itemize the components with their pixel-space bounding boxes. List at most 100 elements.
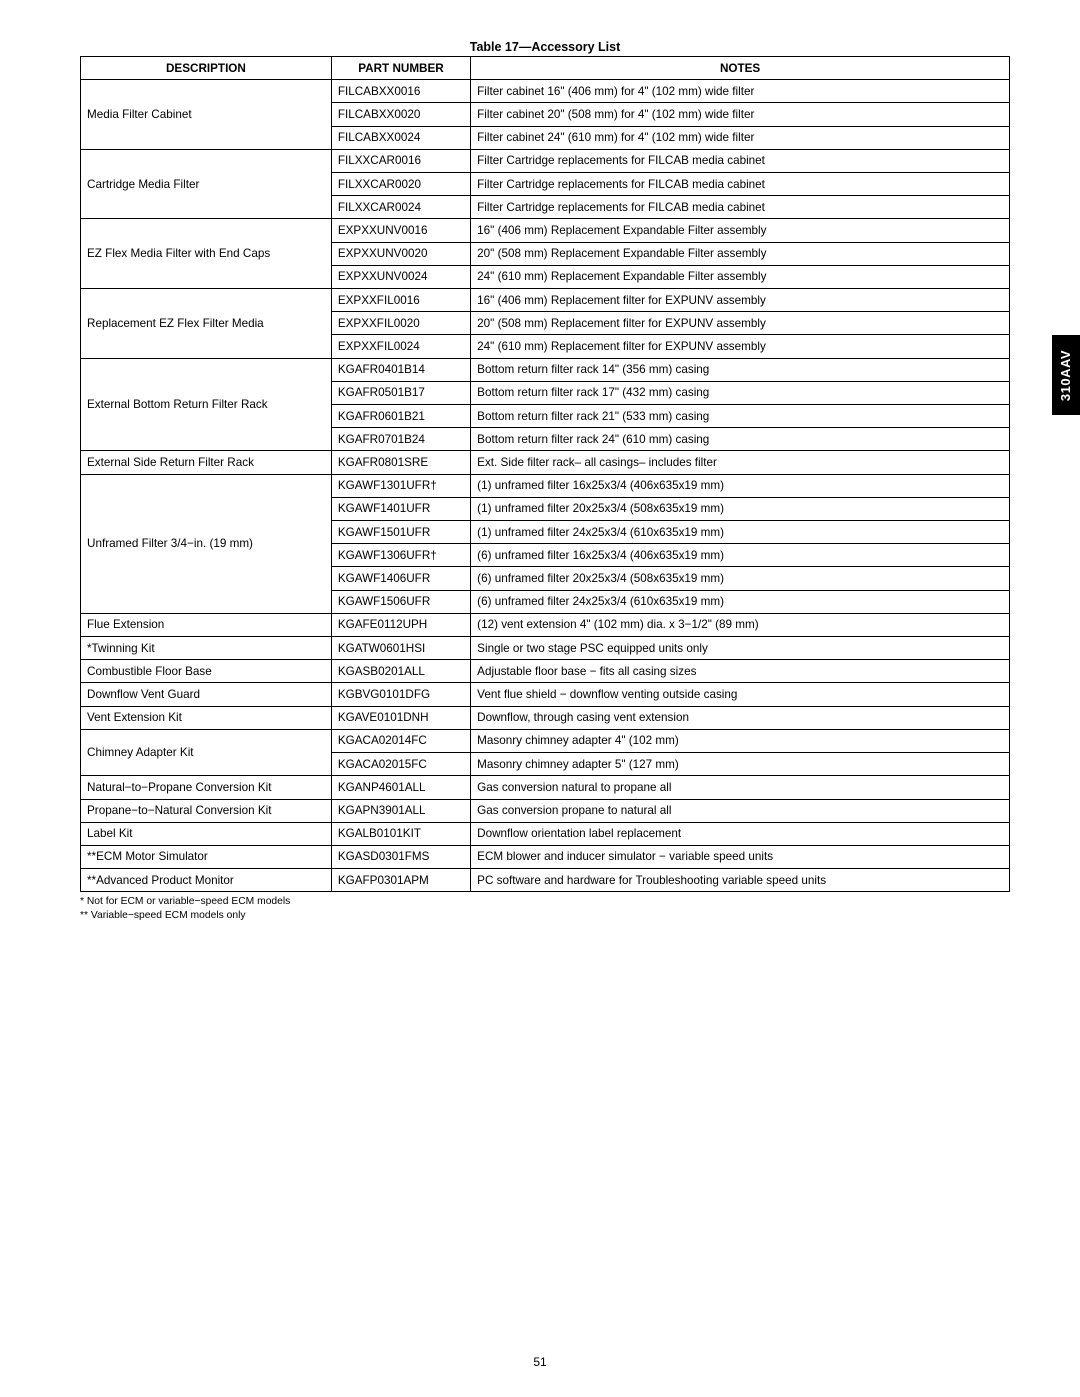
cell-note: Filter cabinet 20" (508 mm) for 4" (102 … [471, 103, 1010, 126]
table-row: Natural−to−Propane Conversion KitKGANP46… [81, 776, 1010, 799]
cell-note: (12) vent extension 4" (102 mm) dia. x 3… [471, 613, 1010, 636]
cell-note: Single or two stage PSC equipped units o… [471, 637, 1010, 660]
col-notes: NOTES [471, 57, 1010, 80]
cell-note: 20" (508 mm) Replacement filter for EXPU… [471, 312, 1010, 335]
cell-description: *Twinning Kit [81, 637, 332, 660]
table-caption: Table 17—Accessory List [80, 40, 1010, 54]
cell-note: Filter Cartridge replacements for FILCAB… [471, 149, 1010, 172]
table-row: Downflow Vent GuardKGBVG0101DFGVent flue… [81, 683, 1010, 706]
cell-note: Bottom return filter rack 14" (356 mm) c… [471, 358, 1010, 381]
cell-note: Downflow orientation label replacement [471, 822, 1010, 845]
cell-note: Bottom return filter rack 24" (610 mm) c… [471, 428, 1010, 451]
table-row: EZ Flex Media Filter with End CapsEXPXXU… [81, 219, 1010, 242]
table-row: Cartridge Media FilterFILXXCAR0016Filter… [81, 149, 1010, 172]
footnote-2: ** Variable−speed ECM models only [80, 909, 1010, 923]
cell-part-number: KGAFP0301APM [331, 869, 470, 892]
cell-part-number: KGAPN3901ALL [331, 799, 470, 822]
cell-note: 24" (610 mm) Replacement filter for EXPU… [471, 335, 1010, 358]
cell-note: Filter Cartridge replacements for FILCAB… [471, 196, 1010, 219]
cell-note: Downflow, through casing vent extension [471, 706, 1010, 729]
cell-description: Vent Extension Kit [81, 706, 332, 729]
cell-note: ECM blower and inducer simulator − varia… [471, 845, 1010, 868]
cell-description: Chimney Adapter Kit [81, 729, 332, 775]
cell-part-number: EXPXXFIL0016 [331, 289, 470, 312]
cell-description: Media Filter Cabinet [81, 80, 332, 150]
cell-part-number: KGAFR0701B24 [331, 428, 470, 451]
cell-part-number: KGASD0301FMS [331, 845, 470, 868]
table-row: Media Filter CabinetFILCABXX0016Filter c… [81, 80, 1010, 103]
cell-note: Masonry chimney adapter 4" (102 mm) [471, 729, 1010, 752]
cell-note: Ext. Side filter rack– all casings– incl… [471, 451, 1010, 474]
footnotes: * Not for ECM or variable−speed ECM mode… [80, 895, 1010, 923]
cell-part-number: KGAFR0801SRE [331, 451, 470, 474]
page-number: 51 [0, 1355, 1080, 1369]
cell-part-number: KGBVG0101DFG [331, 683, 470, 706]
table-row: Flue ExtensionKGAFE0112UPH(12) vent exte… [81, 613, 1010, 636]
col-description: DESCRIPTION [81, 57, 332, 80]
cell-description: EZ Flex Media Filter with End Caps [81, 219, 332, 289]
cell-note: (1) unframed filter 20x25x3/4 (508x635x1… [471, 497, 1010, 520]
table-row: External Side Return Filter RackKGAFR080… [81, 451, 1010, 474]
table-row: Vent Extension KitKGAVE0101DNHDownflow, … [81, 706, 1010, 729]
cell-part-number: KGAFR0401B14 [331, 358, 470, 381]
table-header-row: DESCRIPTION PART NUMBER NOTES [81, 57, 1010, 80]
cell-part-number: EXPXXUNV0020 [331, 242, 470, 265]
cell-description: **ECM Motor Simulator [81, 845, 332, 868]
cell-description: **Advanced Product Monitor [81, 869, 332, 892]
cell-part-number: KGACA02014FC [331, 729, 470, 752]
cell-description: Natural−to−Propane Conversion Kit [81, 776, 332, 799]
cell-part-number: EXPXXFIL0024 [331, 335, 470, 358]
cell-note: 20" (508 mm) Replacement Expandable Filt… [471, 242, 1010, 265]
cell-part-number: KGAWF1506UFR [331, 590, 470, 613]
cell-part-number: KGAWF1301UFR† [331, 474, 470, 497]
table-row: Label KitKGALB0101KITDownflow orientatio… [81, 822, 1010, 845]
cell-note: (6) unframed filter 16x25x3/4 (406x635x1… [471, 544, 1010, 567]
cell-description: Combustible Floor Base [81, 660, 332, 683]
footnote-1: * Not for ECM or variable−speed ECM mode… [80, 895, 1010, 909]
cell-part-number: FILXXCAR0016 [331, 149, 470, 172]
cell-description: Downflow Vent Guard [81, 683, 332, 706]
table-row: Propane−to−Natural Conversion KitKGAPN39… [81, 799, 1010, 822]
cell-note: Filter cabinet 24" (610 mm) for 4" (102 … [471, 126, 1010, 149]
cell-note: (1) unframed filter 16x25x3/4 (406x635x1… [471, 474, 1010, 497]
cell-part-number: KGANP4601ALL [331, 776, 470, 799]
cell-note: Gas conversion propane to natural all [471, 799, 1010, 822]
cell-part-number: EXPXXFIL0020 [331, 312, 470, 335]
cell-note: PC software and hardware for Troubleshoo… [471, 869, 1010, 892]
cell-note: 16" (406 mm) Replacement Expandable Filt… [471, 219, 1010, 242]
cell-part-number: KGASB0201ALL [331, 660, 470, 683]
col-part-number: PART NUMBER [331, 57, 470, 80]
cell-description: Cartridge Media Filter [81, 149, 332, 219]
cell-note: 24" (610 mm) Replacement Expandable Filt… [471, 265, 1010, 288]
table-row: Unframed Filter 3/4−in. (19 mm)KGAWF1301… [81, 474, 1010, 497]
table-row: External Bottom Return Filter RackKGAFR0… [81, 358, 1010, 381]
cell-description: Propane−to−Natural Conversion Kit [81, 799, 332, 822]
cell-description: Unframed Filter 3/4−in. (19 mm) [81, 474, 332, 613]
cell-note: Filter Cartridge replacements for FILCAB… [471, 173, 1010, 196]
cell-note: (6) unframed filter 20x25x3/4 (508x635x1… [471, 567, 1010, 590]
cell-part-number: KGALB0101KIT [331, 822, 470, 845]
cell-part-number: EXPXXUNV0016 [331, 219, 470, 242]
cell-part-number: KGAWF1306UFR† [331, 544, 470, 567]
cell-part-number: KGACA02015FC [331, 753, 470, 776]
cell-note: Filter cabinet 16" (406 mm) for 4" (102 … [471, 80, 1010, 103]
table-row: Chimney Adapter KitKGACA02014FCMasonry c… [81, 729, 1010, 752]
table-row: Replacement EZ Flex Filter MediaEXPXXFIL… [81, 289, 1010, 312]
table-row: **ECM Motor SimulatorKGASD0301FMSECM blo… [81, 845, 1010, 868]
cell-part-number: FILCABXX0016 [331, 80, 470, 103]
cell-part-number: FILCABXX0020 [331, 103, 470, 126]
cell-part-number: KGATW0601HSI [331, 637, 470, 660]
cell-part-number: KGAWF1501UFR [331, 521, 470, 544]
cell-part-number: KGAVE0101DNH [331, 706, 470, 729]
cell-note: (6) unframed filter 24x25x3/4 (610x635x1… [471, 590, 1010, 613]
cell-description: External Bottom Return Filter Rack [81, 358, 332, 451]
cell-note: 16" (406 mm) Replacement filter for EXPU… [471, 289, 1010, 312]
cell-part-number: KGAFR0601B21 [331, 405, 470, 428]
cell-note: Masonry chimney adapter 5" (127 mm) [471, 753, 1010, 776]
cell-part-number: FILXXCAR0024 [331, 196, 470, 219]
cell-part-number: KGAFR0501B17 [331, 381, 470, 404]
cell-note: Vent flue shield − downflow venting outs… [471, 683, 1010, 706]
cell-description: Label Kit [81, 822, 332, 845]
cell-note: Bottom return filter rack 17" (432 mm) c… [471, 381, 1010, 404]
cell-note: Gas conversion natural to propane all [471, 776, 1010, 799]
